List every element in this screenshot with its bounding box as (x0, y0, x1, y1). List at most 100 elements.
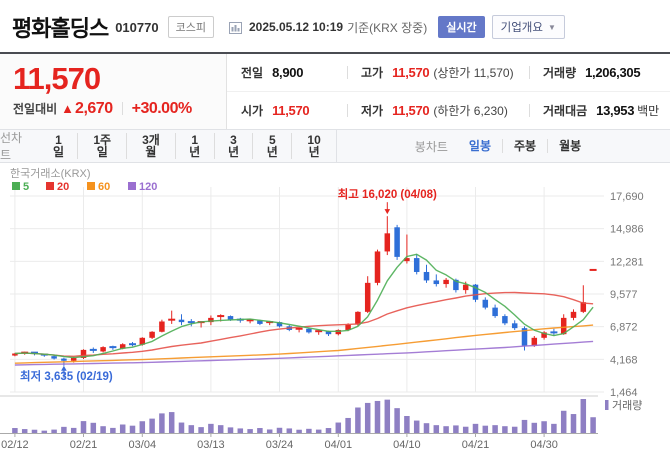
line-chart-group: 선차트 1일 1주일 3개월 1년 3년 5년 10년 (0, 130, 337, 162)
ma-line (14, 324, 594, 364)
period-button-5y[interactable]: 5년 (253, 133, 293, 159)
period-button-1y[interactable]: 1년 (176, 133, 215, 159)
ma-line (14, 340, 594, 366)
volume-bar (443, 426, 449, 433)
candle-body (208, 317, 214, 323)
candle-body (149, 331, 155, 338)
ma-legend-label: 60 (98, 181, 110, 193)
candle-body (295, 327, 303, 330)
candle-body (472, 284, 479, 300)
volume-bar (21, 429, 28, 433)
price-change-row: 전일대비 ▲ 2,670 +30.00% (13, 100, 226, 118)
volume-bar (570, 414, 577, 433)
y-axis-label: 9,577 (610, 289, 638, 301)
stats-row-2: 시가 11,570 저가 11,570 (하한가 6,230) 거래대금 13,… (227, 92, 670, 129)
header-divider (0, 52, 670, 54)
candle-body (109, 346, 117, 349)
ma-legend-swatch (87, 182, 95, 190)
volume-bar (12, 428, 18, 433)
quote-timestamp: 2025.05.12 10:19 (248, 20, 344, 34)
volume-bar (168, 412, 175, 433)
candle-body (413, 258, 420, 272)
candle-body (129, 343, 136, 346)
volume-bar (237, 428, 244, 433)
volume-bar (541, 421, 547, 433)
volume-bar (404, 416, 410, 433)
volume-bar (325, 428, 332, 433)
y-axis-label: 6,872 (610, 322, 638, 334)
volume-bar (531, 422, 538, 433)
candle-body (492, 307, 498, 317)
volume-bar (139, 421, 146, 433)
ma-legend-label: 5 (23, 181, 29, 193)
x-axis-label: 03/24 (266, 439, 294, 451)
x-axis-label: 03/04 (129, 439, 157, 451)
volume-bar (227, 427, 234, 433)
volume-bar (178, 422, 185, 433)
candle-period-daily[interactable]: 일봉 (458, 139, 504, 153)
period-button-3m[interactable]: 3개월 (127, 133, 176, 159)
candle-period-weekly[interactable]: 주봉 (503, 139, 549, 153)
stats-row-1: 전일 8,900 고가 11,570 (상한가 11,570) 거래량 1,20… (227, 54, 670, 92)
quote-basis: 기준(KRX 장중) (347, 20, 428, 35)
header: 평화홀딩스 010770 코스피 2025.05.12 10:19 기준(KRX… (0, 0, 670, 52)
volume-bar (511, 426, 518, 433)
max-annotation: 최고 16,020 (04/08) (338, 187, 437, 201)
low-stat: 저가 11,570 (하한가 6,230) (333, 102, 515, 119)
volume-bar (257, 428, 263, 433)
volume-bar (129, 425, 136, 433)
candle-period-monthly[interactable]: 월봉 (548, 139, 592, 153)
volume-bar (306, 428, 312, 433)
divider (121, 102, 123, 116)
period-button-3y[interactable]: 3년 (215, 133, 254, 159)
stock-candlestick-chart[interactable]: 17,690 14,986 12,281 9,577 6,872 4,168 1,464 02… (0, 163, 670, 461)
candle-body (335, 329, 342, 335)
candle-body (511, 323, 518, 329)
max-arrow-head (384, 209, 391, 215)
candle-body (325, 331, 332, 335)
candle-body (168, 318, 176, 321)
volume-bar (247, 429, 253, 433)
candle-body (89, 348, 97, 351)
volume-bar (110, 427, 116, 433)
volume-bar (364, 402, 371, 433)
candle-chart-label: 봉차트 (414, 139, 448, 154)
period-button-1d[interactable]: 1일 (40, 133, 79, 159)
candle-body (61, 358, 67, 361)
volume-bar (208, 423, 214, 433)
candle-body (257, 320, 263, 324)
period-button-10y[interactable]: 10년 (292, 133, 336, 159)
prev-close-stat: 전일 8,900 (241, 65, 304, 80)
ma-legend-swatch (128, 182, 136, 190)
volume-bar (296, 429, 302, 433)
current-price-block: 11,570 전일대비 ▲ 2,670 +30.00% (0, 54, 227, 129)
realtime-badge[interactable]: 실시간 (438, 16, 485, 38)
up-arrow-icon: ▲ (61, 101, 75, 117)
volume-bar (80, 421, 87, 433)
candle-body (355, 311, 361, 325)
x-axis-label: 04/01 (325, 439, 353, 451)
candle-body (159, 321, 165, 332)
period-button-1w[interactable]: 1주일 (78, 133, 128, 159)
candle-body (541, 332, 547, 338)
company-overview-button[interactable]: 기업개요 ▼ (491, 15, 565, 39)
chart-area[interactable]: 17,690 14,986 12,281 9,577 6,872 4,168 1,464 02… (0, 163, 670, 461)
candle-body (364, 282, 371, 312)
market-badge: 코스피 (167, 16, 214, 38)
candle-body (482, 299, 489, 308)
candle-body (315, 330, 323, 333)
volume-bar (580, 399, 587, 433)
volume-bar (423, 423, 430, 433)
volume-legend-swatch (605, 400, 609, 410)
high-stat: 고가 11,570 (상한가 11,570) (333, 64, 515, 81)
ma-legend-label: 20 (57, 181, 69, 193)
volume-bar (492, 425, 498, 433)
x-axis-label: 04/10 (393, 439, 421, 451)
volume-bar (413, 420, 420, 433)
candle-body (31, 351, 38, 354)
candle-body (345, 324, 351, 330)
candle-chart-group: 봉차트 일봉 주봉 월봉 (337, 130, 670, 162)
candle-body (502, 316, 508, 324)
stock-code: 010770 (115, 19, 159, 35)
volume-bar (217, 425, 224, 433)
